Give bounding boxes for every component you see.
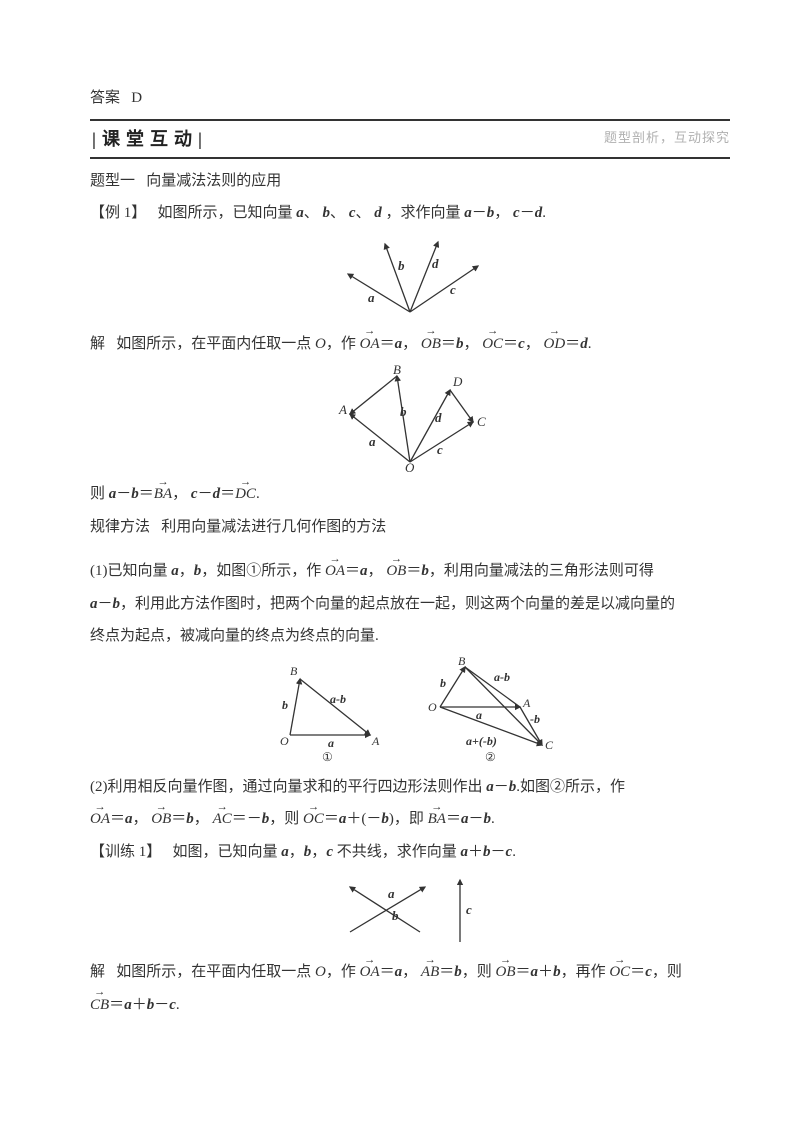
svg-text:a-b: a-b	[494, 670, 510, 684]
example-1: 【例 1】 如图所示，已知向量 a、 b、 c、 d ，求作向量 a－b， c－…	[90, 199, 730, 228]
rule-heading: 规律方法 利用向量减法进行几何作图的方法	[90, 513, 730, 542]
type-text: 向量减法法则的应用	[146, 173, 281, 189]
answer-line: 答案 D	[90, 84, 730, 113]
training-1: 【训练 1】 如图，已知向量 a，b，c 不共线，求作向量 a＋b－c.	[90, 838, 730, 867]
svg-text:A: A	[338, 402, 347, 417]
rule-text: 利用向量减法进行几何作图的方法	[161, 519, 386, 535]
type-prefix: 题型一	[90, 173, 135, 189]
svg-text:a: a	[328, 736, 334, 750]
example-tag: 【例 1】	[90, 205, 146, 221]
svg-text:d: d	[435, 410, 442, 425]
svg-text:B: B	[290, 664, 298, 678]
section-subtitle: 题型剖析，互动探究	[604, 126, 730, 151]
para-1: (1)已知向量 a，b，如图①所示，作 OA＝a， OB＝b，利用向量减法的三角…	[90, 557, 730, 586]
svg-text:a+(-b): a+(-b)	[466, 734, 497, 748]
svg-text:a: a	[476, 708, 482, 722]
svg-text:-b: -b	[530, 712, 540, 726]
type-heading: 题型一 向量减法法则的应用	[90, 167, 730, 196]
svg-text:O: O	[280, 734, 289, 748]
svg-text:O: O	[405, 460, 415, 474]
svg-text:D: D	[452, 374, 463, 389]
solution-1: 解 如图所示，在平面内任取一点 O，作 OA＝a， OB＝b， OC＝c， OD…	[90, 330, 730, 359]
svg-text:②: ②	[485, 750, 496, 764]
svg-text:c: c	[450, 282, 456, 297]
svg-text:a-b: a-b	[330, 692, 346, 706]
figure-oabcd: A B C D O a b c d	[90, 364, 730, 474]
para-2: (2)利用相反向量作图，通过向量求和的平行四边形法则作出 a－b.如图②所示，作	[90, 773, 730, 802]
svg-text:b: b	[282, 698, 288, 712]
section-banner: |课堂互动| 题型剖析，互动探究	[90, 119, 730, 159]
answer-label: 答案	[90, 90, 120, 106]
svg-text:A: A	[522, 696, 531, 710]
figure-abc: a b c	[90, 872, 730, 952]
answer-value: D	[131, 90, 142, 106]
svg-text:①: ①	[322, 750, 333, 764]
figure-rays: a b d c	[90, 234, 730, 324]
section-title: |课堂互动|	[90, 122, 208, 156]
then-line: 则 a－b＝BA， c－d＝DC.	[90, 480, 730, 509]
figure-twodiagrams: O A B a b a-b ① O A B C a b a-b -b a+(-b…	[90, 657, 730, 767]
train-tag: 【训练 1】	[90, 844, 161, 860]
svg-text:b: b	[400, 404, 407, 419]
para-2b: OA＝a， OB＝b， AC＝－b，则 OC＝a＋(－b)，即 BA＝a－b.	[90, 805, 730, 834]
sol-tag: 解	[90, 336, 105, 352]
svg-text:b: b	[440, 676, 446, 690]
svg-text:c: c	[437, 442, 443, 457]
solution-2b: CB＝a＋b－c.	[90, 991, 730, 1020]
rule-label: 规律方法	[90, 519, 150, 535]
svg-text:O: O	[428, 700, 437, 714]
svg-text:B: B	[393, 364, 401, 377]
svg-text:A: A	[371, 734, 380, 748]
svg-text:C: C	[477, 414, 486, 429]
sol2-tag: 解	[90, 964, 105, 980]
svg-text:a: a	[369, 434, 376, 449]
solution-2: 解 如图所示，在平面内任取一点 O，作 OA＝a， AB＝b，则 OB＝a＋b，…	[90, 958, 730, 987]
svg-text:B: B	[458, 657, 466, 668]
para-1c: 终点为起点，被减向量的终点为终点的向量.	[90, 622, 730, 651]
para-1b: a－b，利用此方法作图时，把两个向量的起点放在一起，则这两个向量的差是以减向量的	[90, 590, 730, 619]
svg-text:C: C	[545, 738, 554, 752]
svg-text:a: a	[388, 886, 395, 901]
svg-text:b: b	[398, 258, 405, 273]
svg-text:d: d	[432, 256, 439, 271]
svg-text:a: a	[368, 290, 375, 305]
svg-text:c: c	[466, 902, 472, 917]
svg-text:b: b	[392, 908, 399, 923]
